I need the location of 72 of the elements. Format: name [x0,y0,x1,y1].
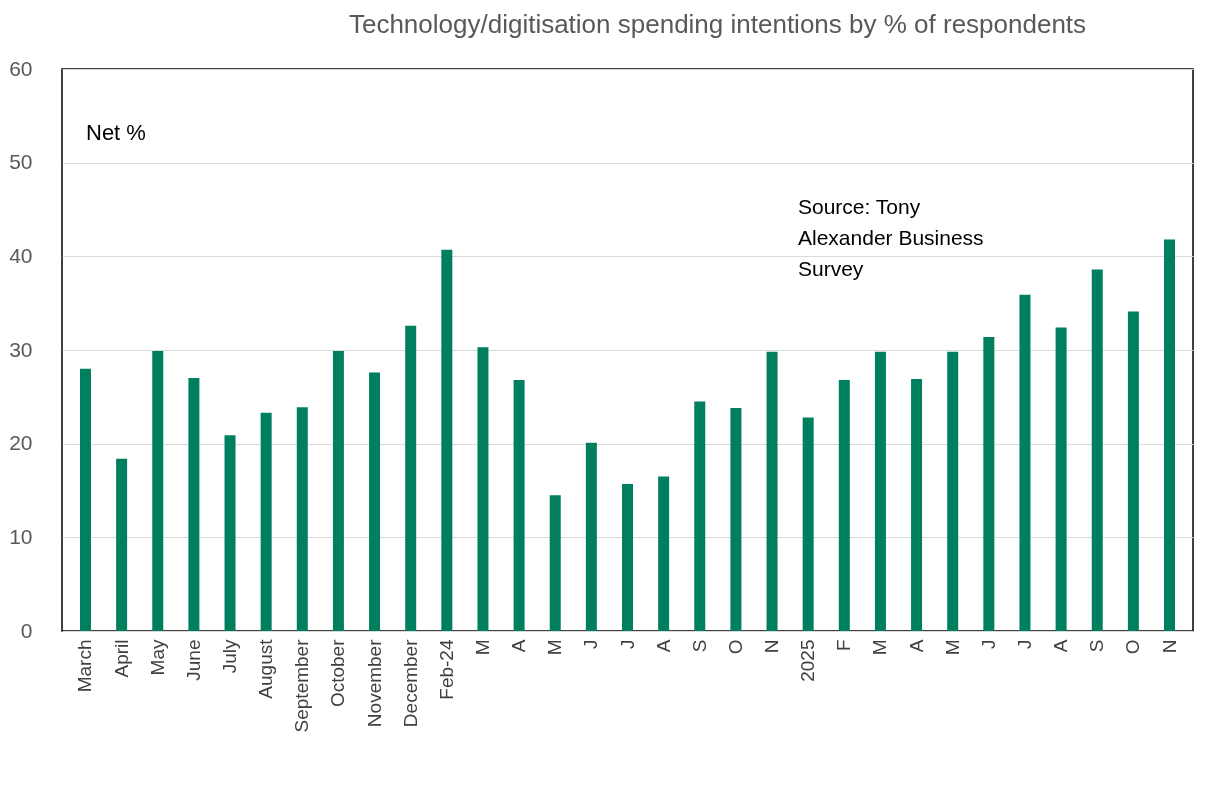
bar [911,379,923,631]
x-tick-label: October [327,638,349,708]
x-tick-label: A [508,639,530,653]
bar [477,347,489,631]
x-tick-label: September [291,638,313,733]
bar [441,249,453,631]
x-tick-label: S [1086,639,1108,653]
x-tick-label: O [724,639,746,655]
bar [1019,294,1031,631]
x-tick-label: December [399,638,421,728]
bar [513,379,525,631]
bar [694,401,706,631]
bar [332,350,344,631]
y-tick-label: 10 [9,524,33,548]
y-tick-label: 0 [20,618,33,642]
bar [296,407,308,631]
bar [730,408,742,631]
x-tick-label: March [74,639,96,693]
bar [369,372,381,631]
x-tick-label: June [182,639,204,681]
annotation: Source: Tony Alexander Business Survey [798,195,984,280]
x-tick-label: July [219,639,241,674]
x-tick-label: Feb-24 [435,639,457,700]
x-tick-label: N [761,639,783,654]
bar [658,476,670,631]
x-tick-label: 2025 [797,639,819,682]
bar [79,368,91,631]
bar [1164,239,1176,631]
y-tick-label: 60 [9,56,33,80]
x-tick-label: M [544,639,566,656]
bar [549,495,561,631]
bar [1091,269,1103,631]
x-tick-label: M [869,639,891,656]
y-axis-title: Net % [86,120,146,145]
bar [585,442,597,631]
bar [1055,327,1067,631]
x-tick-label: J [1013,639,1035,649]
bar [838,379,850,631]
bar [802,417,814,631]
x-tick-label: August [255,638,277,699]
bar [766,351,778,631]
bar [1127,311,1139,631]
x-tick-label: A [652,639,674,653]
x-tick-label: S [688,639,710,653]
x-tick-label: May [146,639,168,676]
x-tick-label: J [580,639,602,649]
x-tick-label: April [110,639,132,678]
x-tick-label: N [1158,639,1180,654]
bar [188,378,200,631]
x-tick-label: M [941,639,963,656]
bar [260,412,272,631]
y-tick-label: 30 [9,337,33,361]
bar [116,458,128,631]
x-tick-label: J [616,639,638,649]
x-tick-label: A [905,639,927,653]
bar [947,351,959,631]
x-tick-label: A [1050,639,1072,653]
x-tick-label: F [833,639,855,652]
bar [152,350,164,631]
bar [224,435,236,631]
bar [405,325,417,631]
y-tick-label: 40 [9,243,33,267]
x-tick-label: M [471,639,493,656]
chart-title: Technology/digitisation spending intentions by % of respondents [348,9,1087,39]
bar [983,336,995,631]
bar [874,351,886,631]
y-tick-label: 20 [9,431,33,455]
x-tick-label: November [363,638,385,728]
x-tick-label: O [1122,639,1144,655]
x-tick-label: J [977,639,999,649]
bar [622,483,633,631]
y-tick-label: 50 [9,150,33,174]
